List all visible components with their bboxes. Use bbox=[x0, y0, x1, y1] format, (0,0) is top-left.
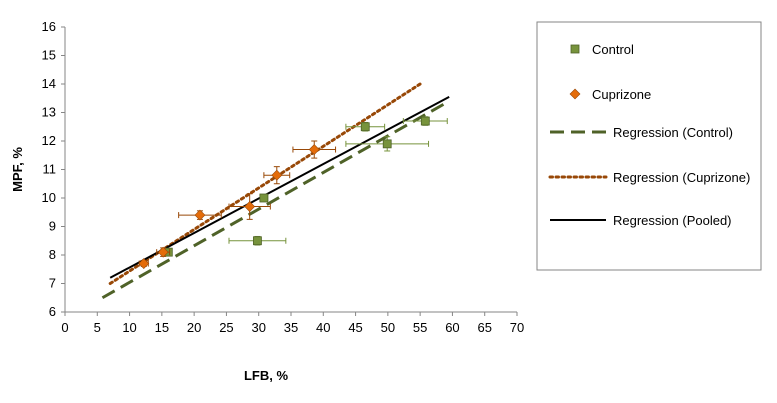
x-tick-label: 25 bbox=[219, 320, 233, 335]
control-data-point-2 bbox=[259, 193, 269, 203]
y-tick-label: 10 bbox=[42, 190, 56, 205]
x-tick-label: 60 bbox=[445, 320, 459, 335]
x-tick-label: 65 bbox=[477, 320, 491, 335]
y-tick-label: 14 bbox=[42, 76, 56, 91]
regression-line-4 bbox=[109, 95, 450, 279]
x-tick-label: 20 bbox=[187, 320, 201, 335]
cuprizone-data-point-1 bbox=[157, 246, 169, 258]
cuprizone-data-point-4 bbox=[271, 169, 283, 181]
y-tick-label: 15 bbox=[42, 48, 56, 63]
legend-label-2: Regression (Control) bbox=[613, 125, 733, 140]
x-tick-label: 40 bbox=[316, 320, 330, 335]
x-tick-label: 70 bbox=[510, 320, 524, 335]
x-tick-label: 35 bbox=[284, 320, 298, 335]
y-tick-label: 12 bbox=[42, 133, 56, 148]
legend-label-1: Cuprizone bbox=[592, 87, 651, 102]
x-tick-label: 0 bbox=[61, 320, 68, 335]
x-tick-label: 5 bbox=[94, 320, 101, 335]
plot-area: 6 7 8 9 10 11 12 13 14 15 16 0 5 10 15 20 25 30 35 40 45 50 55… bbox=[10, 19, 524, 383]
legend-marker-1 bbox=[569, 88, 581, 100]
y-tick-label: 9 bbox=[49, 219, 56, 234]
cuprizone-data-point-5 bbox=[308, 144, 320, 155]
control-data-point-4 bbox=[382, 139, 392, 149]
legend-label-0: Control bbox=[592, 42, 634, 57]
x-tick-label: 30 bbox=[251, 320, 265, 335]
x-tick-label: 45 bbox=[348, 320, 362, 335]
x-tick-label: 15 bbox=[155, 320, 169, 335]
legend: Control Cuprizone Regression (Control) Regr… bbox=[536, 21, 762, 271]
x-tick-label: 10 bbox=[122, 320, 136, 335]
y-axis-title: MPF, % bbox=[10, 147, 25, 192]
y-tick-label: 13 bbox=[42, 105, 56, 120]
legend-label-4: Regression (Pooled) bbox=[613, 213, 732, 228]
x-axis-title: LFB, % bbox=[244, 368, 288, 383]
x-tick-label: 50 bbox=[381, 320, 395, 335]
y-tick-label: 11 bbox=[43, 162, 57, 177]
cuprizone-data-point-0 bbox=[138, 258, 150, 269]
control-data-point-3 bbox=[360, 122, 370, 132]
legend-marker-0 bbox=[570, 44, 580, 54]
legend-frame bbox=[536, 21, 762, 271]
y-tick-label: 8 bbox=[49, 247, 56, 262]
control-data-point-5 bbox=[420, 116, 430, 126]
x-tick-label: 55 bbox=[413, 320, 427, 335]
control-data-point-1 bbox=[253, 236, 262, 246]
y-tick-label: 7 bbox=[49, 276, 56, 291]
y-tick-label: 16 bbox=[42, 19, 56, 34]
legend-label-3: Regression (Cuprizone) bbox=[613, 170, 750, 185]
regression-line-2 bbox=[101, 99, 450, 300]
y-tick-label: 6 bbox=[49, 304, 56, 319]
cuprizone-data-point-3 bbox=[244, 201, 256, 212]
cuprizone-data-point-2 bbox=[194, 209, 206, 221]
